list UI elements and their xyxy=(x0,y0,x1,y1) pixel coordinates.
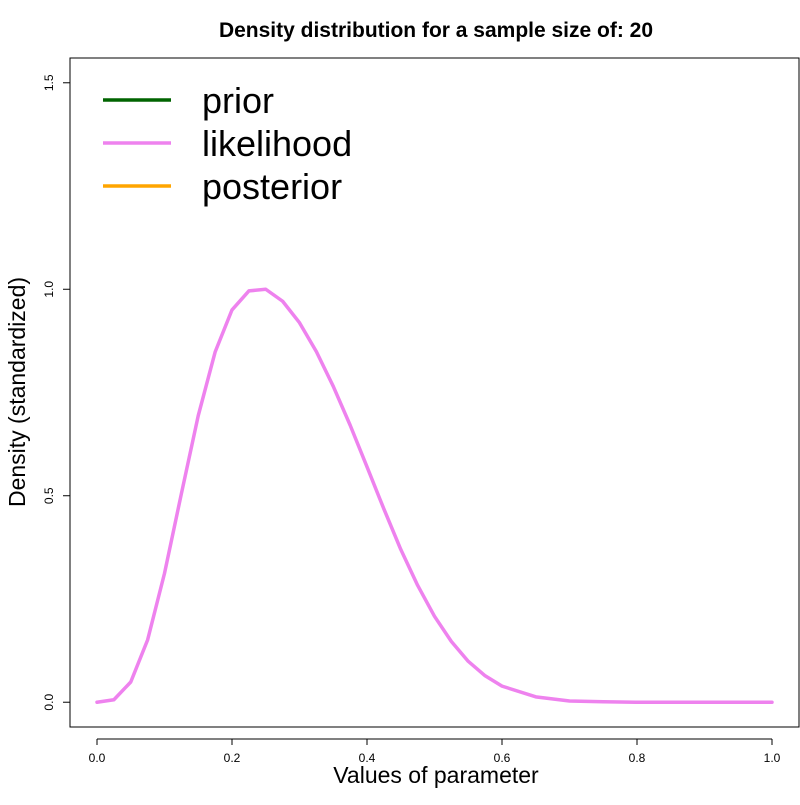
series-layer xyxy=(95,287,774,704)
x-tick-label: 0.0 xyxy=(89,751,106,765)
y-axis: 0.0 0.5 1.0 1.5 xyxy=(42,74,71,711)
legend-label-posterior: posterior xyxy=(202,166,342,207)
x-tick-label: 0.8 xyxy=(629,751,646,765)
y-tick-label: 0.0 xyxy=(42,694,56,711)
y-tick-label: 0.5 xyxy=(42,487,56,504)
x-tick-label: 0.2 xyxy=(224,751,241,765)
x-axis: 0.0 0.2 0.4 0.6 0.8 1.0 xyxy=(89,738,781,765)
y-tick-label: 1.0 xyxy=(42,281,56,298)
x-tick-label: 1.0 xyxy=(764,751,781,765)
legend-label-likelihood: likelihood xyxy=(202,123,352,164)
chart-title: Density distribution for a sample size o… xyxy=(219,19,653,42)
y-axis-label: Density (standardized) xyxy=(4,277,30,507)
series-line-likelihood xyxy=(95,287,774,704)
plot-frame xyxy=(69,57,800,728)
x-axis-label: Values of parameter xyxy=(333,762,539,788)
legend-label-prior: prior xyxy=(202,80,274,121)
x-tick-label: 0.4 xyxy=(359,751,376,765)
x-tick-label: 0.6 xyxy=(494,751,511,765)
y-tick-label: 1.5 xyxy=(42,74,56,91)
